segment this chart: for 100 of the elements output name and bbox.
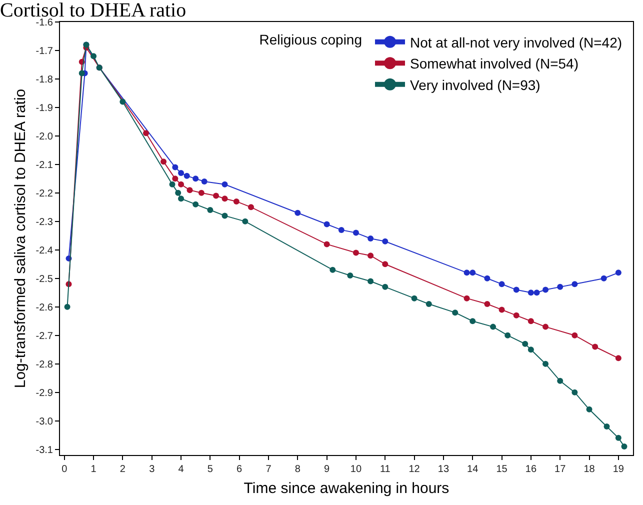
- point: [464, 295, 470, 302]
- x-tick-label: 4: [178, 464, 184, 475]
- y-tick-label: -2.4: [36, 245, 54, 256]
- y-tick-label: -2.0: [36, 131, 54, 142]
- x-tick-label: 19: [612, 464, 624, 475]
- point: [368, 278, 374, 284]
- point: [172, 176, 178, 182]
- point: [368, 236, 374, 242]
- x-tick-label: 6: [236, 464, 243, 475]
- point: [464, 270, 470, 276]
- point: [504, 332, 511, 338]
- point: [160, 158, 167, 165]
- point: [470, 318, 476, 324]
- point: [78, 70, 85, 76]
- y-tick-label: -2.1: [36, 160, 54, 171]
- point: [592, 344, 598, 350]
- x-axis-title: Time since awakening in hours: [244, 480, 450, 497]
- y-axis-title: Log-transformed saliva cortisol to DHEA ratio: [12, 88, 30, 388]
- x-tick-label: 7: [266, 464, 272, 475]
- point: [90, 53, 97, 60]
- point: [528, 346, 534, 353]
- point: [178, 181, 184, 188]
- y-tick-label: -2.5: [36, 274, 54, 285]
- point: [198, 190, 204, 196]
- point: [294, 210, 301, 216]
- point: [534, 290, 540, 296]
- point: [604, 424, 610, 430]
- point: [572, 389, 578, 396]
- point: [242, 218, 248, 224]
- point: [169, 181, 176, 188]
- point: [615, 434, 622, 441]
- point: [572, 332, 578, 338]
- y-tick-label: -3.0: [36, 416, 54, 428]
- x-tick-label: 13: [438, 464, 450, 475]
- point: [178, 196, 184, 202]
- x-tick-label: 14: [467, 464, 479, 475]
- point: [513, 286, 520, 293]
- point: [498, 281, 505, 288]
- point: [347, 272, 354, 279]
- legend-label: Very involved (N=93): [410, 76, 540, 93]
- point: [542, 360, 549, 367]
- x-tick-label: 3: [149, 464, 156, 475]
- point: [201, 178, 208, 185]
- x-tick-label: 18: [584, 464, 596, 475]
- point: [470, 270, 476, 276]
- point: [233, 198, 240, 204]
- x-tick-label: 5: [207, 464, 214, 475]
- point: [528, 318, 534, 324]
- point: [528, 290, 534, 296]
- point: [382, 284, 388, 290]
- point: [542, 286, 549, 293]
- point: [352, 250, 359, 256]
- y-tick-label: -2.6: [36, 302, 54, 314]
- x-tick-label: 1: [90, 464, 97, 475]
- x-tick-label: 10: [350, 464, 362, 475]
- point: [557, 378, 564, 384]
- point: [222, 212, 228, 219]
- x-tick-label: 2: [120, 464, 126, 475]
- y-tick-label: -2.9: [36, 388, 54, 399]
- point: [143, 130, 150, 136]
- legend-title: Religious coping: [259, 32, 362, 48]
- point: [426, 301, 432, 308]
- point: [175, 190, 182, 196]
- point: [178, 170, 184, 176]
- y-tick-label: -3.1: [36, 444, 54, 456]
- y-tick-label: -1.8: [36, 74, 54, 86]
- point: [484, 301, 490, 308]
- x-tick-label: 17: [554, 464, 566, 475]
- point: [621, 443, 628, 450]
- point: [330, 266, 336, 273]
- point: [513, 312, 520, 318]
- point: [615, 355, 622, 362]
- x-tick-label: 9: [324, 464, 330, 475]
- point: [452, 310, 458, 316]
- y-tick-label: -1.9: [36, 102, 54, 114]
- point: [172, 164, 178, 170]
- x-tick-label: 11: [380, 464, 391, 475]
- point: [382, 261, 388, 268]
- point: [222, 181, 228, 188]
- x-tick-label: 8: [294, 464, 301, 475]
- point: [207, 207, 214, 214]
- point: [498, 306, 505, 313]
- point: [368, 252, 374, 259]
- point: [382, 238, 388, 244]
- point: [600, 275, 607, 282]
- point: [324, 241, 330, 248]
- y-tick-label: -2.7: [36, 330, 54, 342]
- point: [192, 176, 199, 182]
- y-tick-label: -2.2: [36, 188, 54, 200]
- point: [213, 192, 220, 199]
- point: [192, 201, 199, 208]
- point: [352, 230, 359, 236]
- point: [557, 284, 564, 290]
- point: [615, 270, 622, 276]
- point: [586, 406, 592, 412]
- point: [484, 275, 490, 282]
- point: [248, 204, 254, 210]
- y-tick-label: -2.8: [36, 359, 54, 370]
- point: [222, 196, 228, 202]
- point: [338, 226, 344, 233]
